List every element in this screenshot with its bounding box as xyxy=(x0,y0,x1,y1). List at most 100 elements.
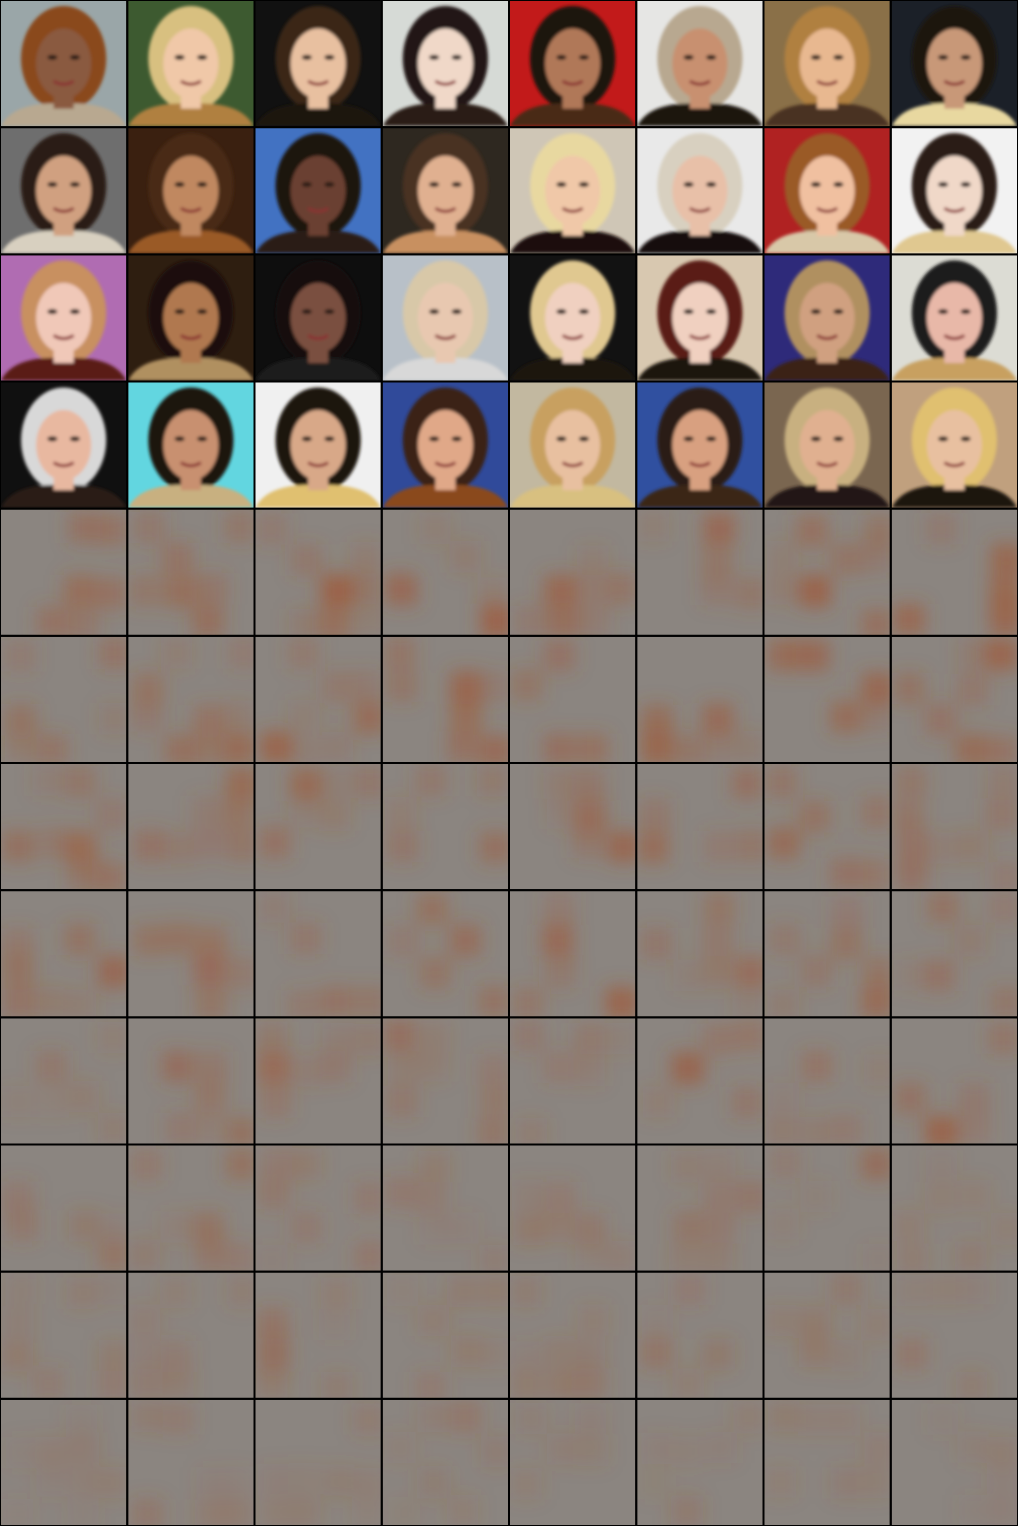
blob xyxy=(160,1050,192,1082)
shoulders xyxy=(1,230,127,254)
blob xyxy=(257,1463,290,1496)
shoulders xyxy=(637,103,763,127)
eye xyxy=(47,309,58,315)
blob xyxy=(577,545,609,577)
blob xyxy=(2,928,34,960)
eye xyxy=(174,309,185,315)
generated-sample xyxy=(637,1018,763,1144)
blob xyxy=(797,1404,830,1436)
skin xyxy=(545,410,601,481)
blob xyxy=(448,923,480,955)
blob xyxy=(699,1339,732,1371)
blob xyxy=(449,541,481,573)
generated-sample xyxy=(1,891,127,1017)
eye xyxy=(810,181,821,187)
blob xyxy=(477,1053,508,1086)
mouth xyxy=(307,334,329,341)
blob xyxy=(320,1277,353,1309)
eye xyxy=(451,54,462,60)
blob xyxy=(224,511,254,543)
blob xyxy=(893,672,925,705)
blob xyxy=(703,830,736,863)
blob xyxy=(132,672,164,705)
blob xyxy=(863,1054,890,1086)
blob xyxy=(734,1019,763,1051)
eye xyxy=(578,309,589,315)
face xyxy=(891,260,1017,381)
skin xyxy=(417,155,473,226)
blob xyxy=(700,957,733,989)
blob xyxy=(384,572,416,604)
mouth xyxy=(52,206,75,213)
shoulders xyxy=(382,103,508,127)
blob xyxy=(861,1309,890,1341)
eye xyxy=(174,436,185,442)
blob xyxy=(955,1371,988,1398)
face-photo xyxy=(510,255,636,381)
blob xyxy=(97,1021,127,1054)
eye xyxy=(324,181,335,187)
shoulders xyxy=(510,230,636,254)
blob xyxy=(386,1085,418,1117)
skin xyxy=(36,155,92,226)
blob xyxy=(193,735,225,762)
blobs xyxy=(131,637,254,762)
shoulders xyxy=(764,357,890,381)
mouth xyxy=(943,461,966,468)
blob xyxy=(924,704,957,736)
blob xyxy=(702,1023,734,1056)
eye xyxy=(47,436,58,442)
eye xyxy=(556,436,567,442)
blob xyxy=(479,1244,508,1271)
blob xyxy=(259,1497,291,1526)
face-photo xyxy=(255,382,381,508)
blob xyxy=(97,1113,127,1144)
generated-sample xyxy=(637,891,763,1017)
blob xyxy=(573,1339,605,1371)
generated-sample xyxy=(637,1399,763,1526)
blob xyxy=(701,546,733,579)
eye xyxy=(706,309,717,315)
blob xyxy=(925,1150,957,1182)
blob xyxy=(131,1400,163,1432)
blob xyxy=(2,1181,34,1213)
face-photo xyxy=(128,1,254,127)
skin xyxy=(545,155,601,226)
blob xyxy=(128,1338,160,1370)
blob xyxy=(418,1151,451,1183)
blob xyxy=(605,573,636,605)
blob xyxy=(829,858,861,890)
mouth xyxy=(180,79,202,86)
mouth xyxy=(943,79,966,86)
eye xyxy=(301,309,312,315)
blob xyxy=(543,891,575,924)
blob xyxy=(478,985,508,1017)
face-photo xyxy=(1,128,127,254)
blobs xyxy=(637,768,763,864)
eye xyxy=(683,309,694,315)
blobs xyxy=(511,637,609,762)
face xyxy=(128,260,254,381)
blob xyxy=(671,1494,704,1526)
blob xyxy=(643,1086,675,1118)
blob xyxy=(990,545,1017,577)
blob xyxy=(732,730,763,762)
blob xyxy=(860,1466,890,1498)
eye xyxy=(301,181,312,187)
blobs xyxy=(259,766,381,859)
blob xyxy=(987,1022,1017,1054)
blob xyxy=(196,573,228,605)
mouth xyxy=(943,334,966,341)
eye xyxy=(174,54,185,60)
skin xyxy=(545,282,601,353)
blob xyxy=(479,671,508,703)
blob xyxy=(194,1240,226,1271)
blob xyxy=(799,576,831,608)
shoulders xyxy=(764,103,890,127)
mouth xyxy=(180,334,202,341)
blob xyxy=(985,736,1017,762)
mouth xyxy=(307,206,329,213)
blob xyxy=(641,1432,673,1465)
shoulders xyxy=(255,230,381,254)
